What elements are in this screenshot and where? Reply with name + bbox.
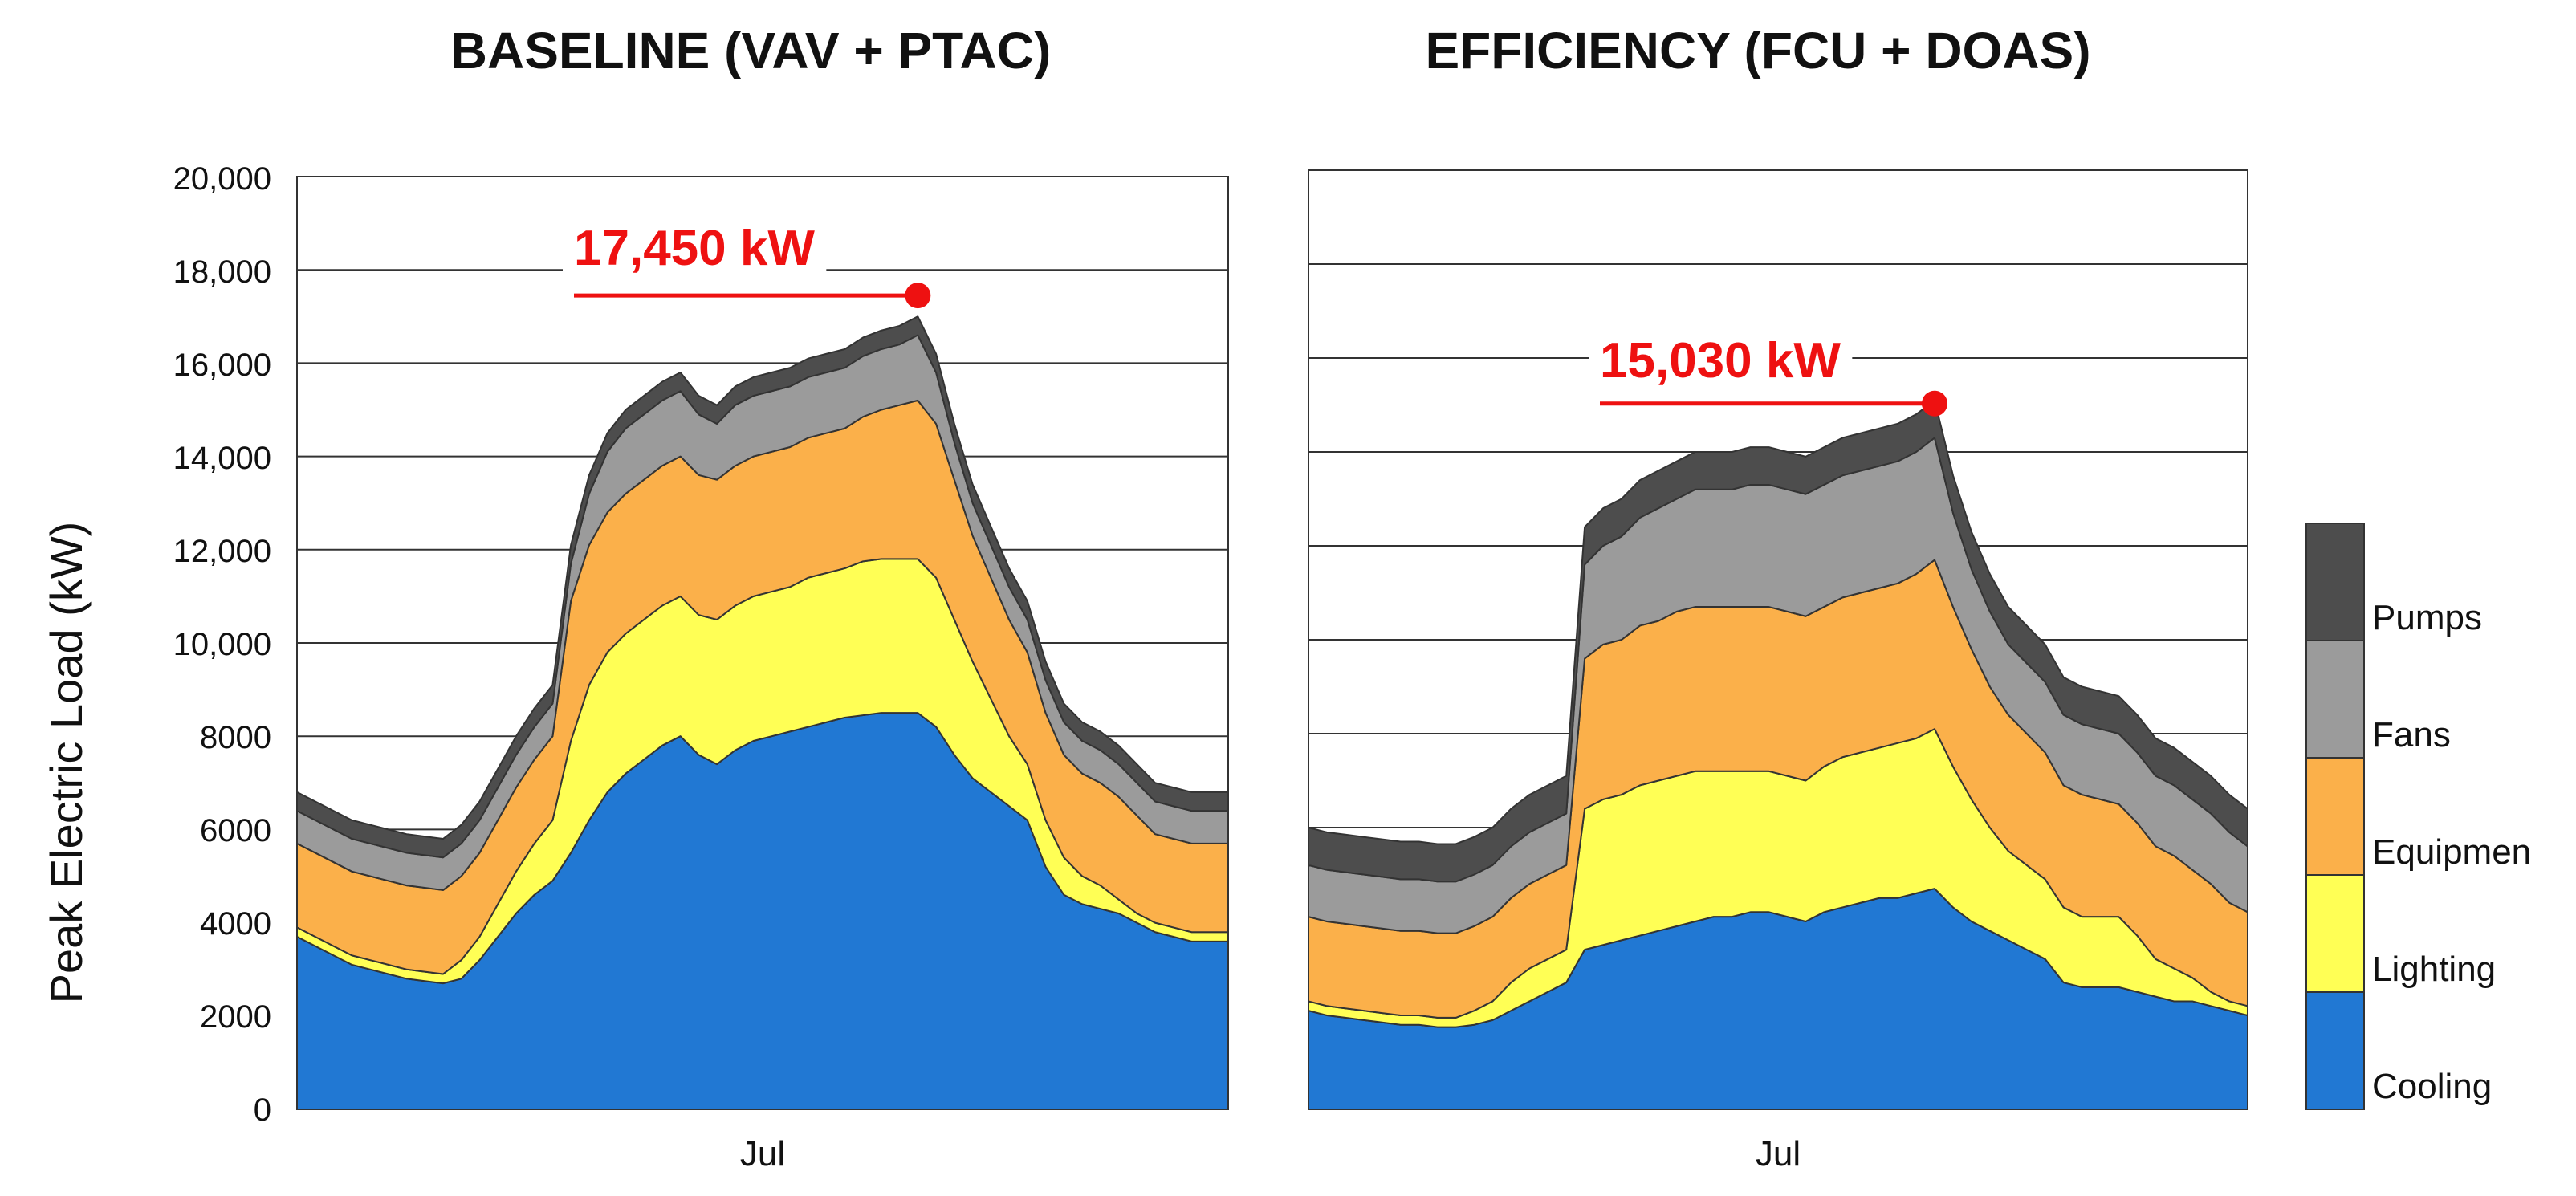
y-tick-label: 20,000 <box>173 161 271 197</box>
plot-frame <box>296 176 1229 1110</box>
chart-efficiency: 15,030 kW Jul <box>1308 169 2248 1174</box>
y-axis-label: Peak Electric Load (kW) <box>41 522 92 1004</box>
peak-annotation: 17,450 kW <box>563 221 931 309</box>
legend-label-equipmen: Equipmen <box>2372 832 2531 872</box>
x-tick-label: Jul <box>740 1134 785 1174</box>
chart-title-baseline: BASELINE (VAV + PTAC) <box>450 22 1052 79</box>
peak-label: 17,450 kW <box>574 221 815 276</box>
y-tick-label: 14,000 <box>173 441 271 476</box>
y-tick-labels: 0 2000 4000 6000 8000 10,000 12,000 14,0… <box>173 161 271 1128</box>
legend: Pumps Fans Equipmen Lighting Cooling <box>2305 523 2531 1110</box>
legend-label-fans: Fans <box>2372 715 2451 755</box>
legend-label-lighting: Lighting <box>2372 950 2496 989</box>
legend-label-cooling: Cooling <box>2372 1067 2492 1106</box>
y-tick-label: 16,000 <box>173 348 271 383</box>
peak-marker <box>905 283 931 309</box>
y-tick-label: 6000 <box>200 813 271 848</box>
legend-swatch-cooling <box>2305 991 2365 1110</box>
legend-swatch-pumps <box>2305 523 2365 641</box>
legend-label-pumps: Pumps <box>2372 598 2482 637</box>
y-tick-label: 12,000 <box>173 534 271 569</box>
peak-label-background <box>1589 333 1853 388</box>
legend-swatch-lighting <box>2305 874 2365 993</box>
y-tick-label: 4000 <box>200 906 271 942</box>
chart-baseline: 17,450 kW Jul <box>296 176 1229 1174</box>
y-tick-label: 10,000 <box>173 627 271 662</box>
x-tick-label: Jul <box>1756 1134 1801 1174</box>
legend-swatch-equipmen <box>2305 757 2365 876</box>
peak-marker <box>1922 390 1947 417</box>
y-tick-label: 18,000 <box>173 254 271 290</box>
plot-frame <box>1308 169 2248 1110</box>
peak-label: 15,030 kW <box>1600 333 1841 388</box>
legend-swatch-fans <box>2305 640 2365 759</box>
y-tick-label: 8000 <box>200 720 271 755</box>
y-tick-label: 2000 <box>200 999 271 1035</box>
peak-label-background <box>563 221 827 276</box>
y-tick-label: 0 <box>254 1092 271 1128</box>
peak-annotation: 15,030 kW <box>1589 333 1947 417</box>
chart-title-efficiency: EFFICIENCY (FCU + DOAS) <box>1425 22 2090 79</box>
